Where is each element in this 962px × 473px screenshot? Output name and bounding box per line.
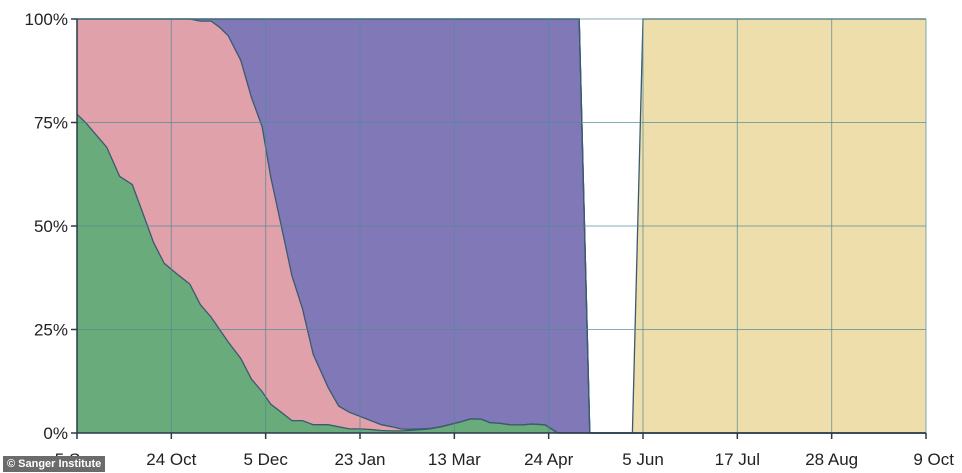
- x-tick-label: 24 Oct: [146, 450, 196, 469]
- area-green: [77, 114, 926, 433]
- x-tick-label: 5 Dec: [243, 450, 288, 469]
- x-tick-label: 23 Jan: [334, 450, 385, 469]
- x-tick-label: 24 Apr: [524, 450, 573, 469]
- y-axis-ticks: 0% 25% 50% 75% 100%: [25, 10, 77, 443]
- y-tick-label: 50%: [34, 217, 68, 236]
- y-tick-label: 100%: [25, 10, 68, 29]
- x-tick-label: 17 Jul: [715, 450, 760, 469]
- x-tick-label: 28 Aug: [805, 450, 858, 469]
- x-tick-label: 9 Oct: [913, 450, 954, 469]
- y-tick-label: 0%: [43, 424, 68, 443]
- credit-watermark: © Sanger Institute: [3, 456, 106, 472]
- y-tick-label: 75%: [34, 114, 68, 133]
- x-tick-label: 5 Jun: [622, 450, 664, 469]
- y-tick-label: 25%: [34, 321, 68, 340]
- x-tick-label: 13 Mar: [428, 450, 481, 469]
